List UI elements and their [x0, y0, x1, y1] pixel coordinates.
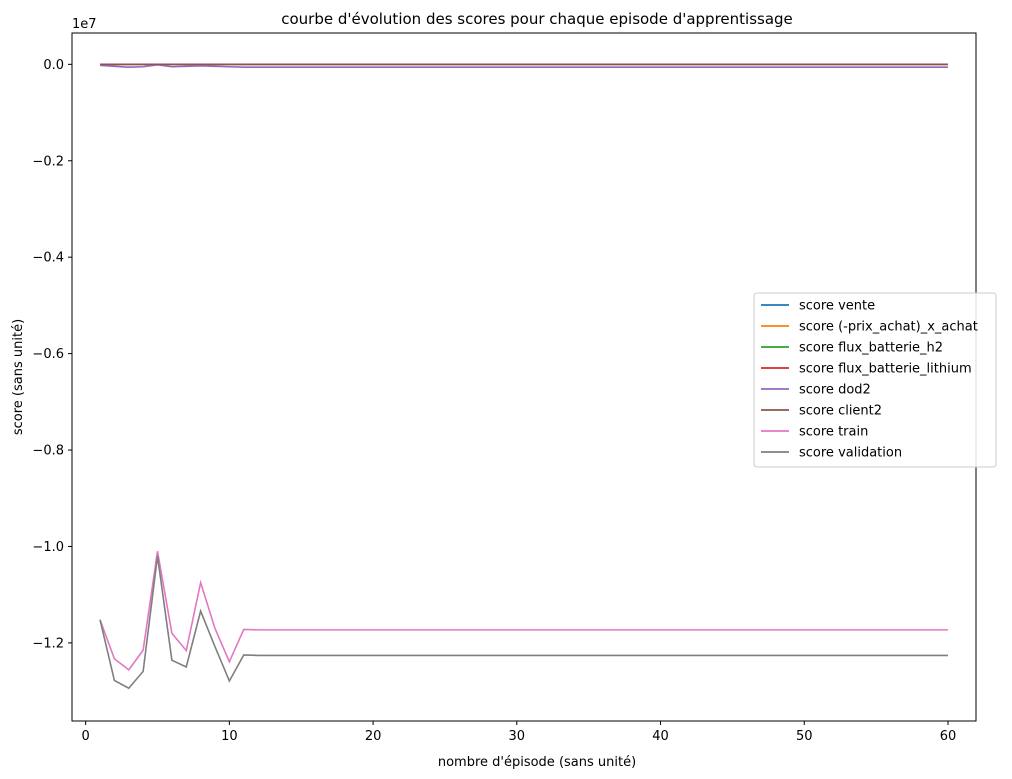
legend-label: score flux_batterie_h2 — [799, 341, 943, 356]
x-tick-label: 40 — [652, 729, 669, 744]
x-tick-label: 0 — [82, 729, 90, 744]
legend-label: score validation — [799, 446, 902, 461]
series-line-6 — [99, 551, 948, 672]
series-line-4 — [99, 64, 948, 69]
x-tick-label: 60 — [940, 729, 957, 744]
x-axis: 0 10 20 30 40 50 60 — [82, 721, 957, 744]
x-tick-label: 50 — [796, 729, 813, 744]
y-tick-label: −0.6 — [32, 347, 64, 362]
y-tick-label: −1.2 — [32, 636, 64, 651]
legend-label: score (-prix_achat)_x_achat — [799, 320, 978, 335]
y-tick-label: −1.0 — [32, 540, 64, 555]
y-tick-label: −0.8 — [32, 444, 64, 459]
y-tick-label: −0.4 — [32, 251, 64, 266]
y-tick-label: −0.2 — [32, 154, 64, 169]
y-tick-label: 0.0 — [43, 58, 64, 73]
legend-label: score dod2 — [799, 383, 871, 398]
legend-label: score client2 — [799, 404, 882, 419]
legend-label: score train — [799, 425, 868, 440]
y-axis: 0.0 −0.2 −0.4 −0.6 −0.8 −1.0 −1.2 — [32, 58, 72, 651]
y-offset-label: 1e7 — [72, 17, 97, 32]
series-line-7 — [99, 556, 948, 690]
x-axis-label: nombre d'épisode (sans unité) — [438, 755, 636, 770]
y-axis-label: score (sans unité) — [11, 319, 26, 435]
chart-title: courbe d'évolution des scores pour chaqu… — [281, 10, 793, 28]
legend-box — [753, 292, 997, 468]
x-tick-label: 30 — [509, 729, 526, 744]
legend-label: score vente — [799, 299, 875, 314]
legend: score vente score (-prix_achat)_x_achatsc… — [753, 292, 997, 468]
legend-label: score flux_batterie_lithium — [799, 362, 972, 377]
series-lines — [99, 63, 948, 690]
x-tick-label: 10 — [221, 729, 238, 744]
x-tick-label: 20 — [365, 729, 382, 744]
